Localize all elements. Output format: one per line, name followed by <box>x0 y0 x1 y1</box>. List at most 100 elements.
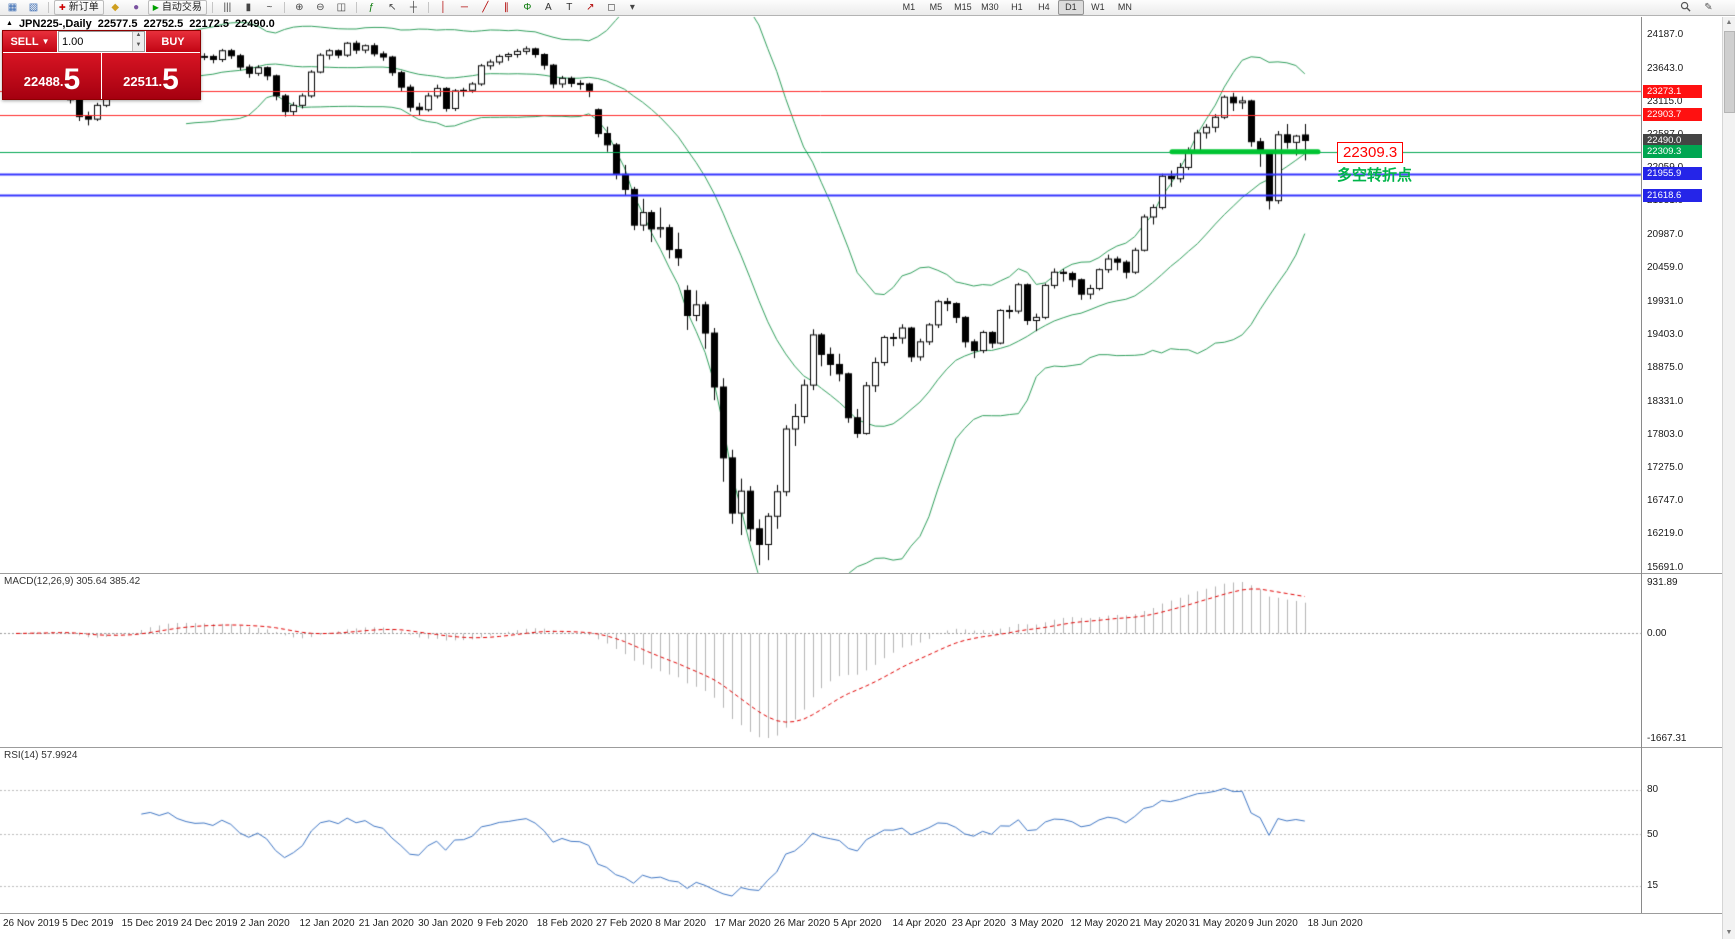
expert-advisors-icon[interactable]: ◆ <box>111 2 120 13</box>
trade-panel-price-row: 22488. 5 22511. 5 <box>3 53 200 99</box>
sell-price-big: 5 <box>63 63 81 96</box>
new-order-button-label: 新订单 <box>68 2 99 13</box>
chart-profiles-icon[interactable]: ▧ <box>28 2 39 13</box>
scripts-icon[interactable]: ● <box>133 2 140 13</box>
date-label: 9 Feb 2020 <box>477 918 528 929</box>
date-label: 30 Jan 2020 <box>418 918 474 929</box>
text-label-icon[interactable]: T <box>566 2 573 13</box>
price-annotation-box[interactable]: 22309.3 <box>1337 141 1404 163</box>
objects-dropdown-icon[interactable]: ▾ <box>629 2 635 13</box>
timeframe-button-H4[interactable]: H4 <box>1038 2 1050 12</box>
scrollbar-thumb[interactable] <box>1724 31 1735 113</box>
chart-window-icon[interactable]: ▦ <box>7 2 18 13</box>
buy-price-big: 5 <box>162 63 179 96</box>
price-scale-tick: 24187.0 <box>1647 28 1684 40</box>
cursor-icon[interactable]: ↖ <box>388 2 397 13</box>
vertical-line-icon[interactable]: │ <box>440 2 447 13</box>
timeframe-button-D1[interactable]: D1 <box>1057 0 1084 15</box>
price-tag-22903.7: 22903.7 <box>1643 108 1702 121</box>
equidistant-channel-icon[interactable]: ∥ <box>503 2 509 13</box>
candlestick-chart-icon[interactable]: ▮ <box>245 2 252 13</box>
date-label: 21 May 2020 <box>1129 918 1188 929</box>
buy-button[interactable]: BUY <box>146 31 200 52</box>
volume-up-icon[interactable]: ▲ <box>133 32 144 42</box>
rsi-panel-separator[interactable] <box>0 747 1735 748</box>
buy-button-label: BUY <box>161 35 185 48</box>
sell-button[interactable]: SELL ▼ <box>3 31 57 52</box>
trendline-icon[interactable]: ╱ <box>482 2 489 13</box>
timeframe-button-M30[interactable]: M30 <box>981 2 999 12</box>
timeframe-button-M15[interactable]: M15 <box>954 2 972 12</box>
price-tag-23273.1: 23273.1 <box>1643 84 1702 98</box>
price-scale-tick: 15691.0 <box>1647 561 1684 573</box>
date-label: 3 May 2020 <box>1011 918 1064 929</box>
shapes-icon[interactable]: ◻ <box>607 2 616 13</box>
sell-dropdown-icon[interactable]: ▼ <box>41 37 50 46</box>
date-label: 14 Apr 2020 <box>892 918 947 929</box>
macd-scale-label: -1667.31 <box>1647 732 1687 744</box>
chart-close-value: 22490.0 <box>235 18 275 30</box>
vertical-scrollbar[interactable]: ▲ ▼ <box>1722 17 1735 939</box>
zoom-in-icon[interactable]: ⊕ <box>295 2 304 13</box>
timeframe-button-M5[interactable]: M5 <box>929 2 943 12</box>
rsi-scale-label: 15 <box>1647 880 1659 892</box>
indicators-icon[interactable]: ƒ <box>368 2 375 13</box>
price-scale-tick: 19931.0 <box>1647 295 1684 307</box>
volume-down-icon[interactable]: ▼ <box>133 41 144 51</box>
toolbar-separator <box>48 2 49 13</box>
timeframe-button-MN[interactable]: MN <box>1117 2 1132 12</box>
scroll-up-icon[interactable]: ▲ <box>1725 19 1733 26</box>
search-icon[interactable] <box>1676 0 1695 15</box>
price-scale-tick: 16219.0 <box>1647 528 1684 540</box>
volume-spinner: ▲ ▼ <box>132 32 144 51</box>
sell-price-button[interactable]: 22488. 5 <box>3 53 101 99</box>
sell-button-label: SELL <box>10 35 39 48</box>
macd-panel-separator[interactable] <box>0 573 1735 574</box>
toolbar-separator <box>355 2 357 13</box>
buy-price-small: 22511. <box>123 74 163 89</box>
chart-high-value: 22752.5 <box>143 18 184 30</box>
text-icon[interactable]: A <box>545 2 552 13</box>
new-order-button-icon: ✚ <box>59 3 66 12</box>
scroll-down-icon[interactable]: ▼ <box>1725 929 1733 936</box>
date-label: 18 Feb 2020 <box>536 918 593 929</box>
chart-header: ▲ JPN225-,Daily 22577.5 22752.5 22172.5 … <box>6 18 275 30</box>
rsi-scale-label: 80 <box>1647 784 1659 796</box>
date-label: 24 Dec 2019 <box>180 918 238 929</box>
buy-price-button[interactable]: 22511. 5 <box>102 53 200 99</box>
price-tag-21618.6: 21618.6 <box>1643 188 1702 202</box>
volume-input[interactable] <box>59 32 132 51</box>
price-scale-tick: 17803.0 <box>1647 429 1684 440</box>
macd-scale-label: 931.89 <box>1647 576 1678 588</box>
timeframe-button-M1[interactable]: M1 <box>902 2 916 12</box>
price-tag-21955.9: 21955.9 <box>1643 167 1702 181</box>
new-order-button[interactable]: ✚ 新订单 <box>54 0 104 15</box>
date-label: 23 Apr 2020 <box>951 918 1006 929</box>
date-label: 5 Dec 2019 <box>62 918 114 929</box>
date-label: 15 Dec 2019 <box>121 918 179 929</box>
rsi-indicator-label: RSI(14) 57.9924 <box>4 750 78 761</box>
bar-chart-icon[interactable]: ||| <box>223 2 232 13</box>
timeframe-button-H1[interactable]: H1 <box>1011 2 1023 12</box>
zoom-out-icon[interactable]: ⊖ <box>316 2 325 13</box>
chart-low-value: 22172.5 <box>189 18 229 30</box>
horizontal-line-icon[interactable]: ─ <box>460 2 468 13</box>
x-axis-line <box>0 913 1735 914</box>
date-label: 21 Jan 2020 <box>358 918 414 929</box>
pivot-note-text[interactable]: 多空转折点 <box>1337 166 1413 184</box>
edit-icon[interactable]: ✎ <box>1704 2 1713 13</box>
chart-symbol-icon: ▲ <box>6 19 13 27</box>
toolbar-left-group: ▦ ▧ ✚ 新订单 ◆ ● ▶ 自动交易 ||| ▮ ~ ⊕ ⊖ ◫ ƒ ↖ ┼ │ ─ ╱ ∥ Φ A T ↗ ◻ ▾ <box>3 0 642 15</box>
line-chart-icon[interactable]: ~ <box>266 2 273 13</box>
autotrading-button[interactable]: ▶ 自动交易 <box>147 0 207 15</box>
price-tag-22490.0: 22490.0 <box>1643 133 1702 147</box>
fibonacci-icon[interactable]: Φ <box>523 2 532 13</box>
date-label: 9 Jun 2020 <box>1248 918 1298 929</box>
tile-windows-icon[interactable]: ◫ <box>336 2 347 13</box>
price-scale-tick: 23643.0 <box>1647 62 1684 74</box>
price-tag-22309.3: 22309.3 <box>1643 145 1702 159</box>
timeframe-button-W1[interactable]: W1 <box>1091 2 1105 12</box>
crosshair-icon[interactable]: ┼ <box>409 2 417 13</box>
arrow-object-icon[interactable]: ↗ <box>586 2 595 13</box>
